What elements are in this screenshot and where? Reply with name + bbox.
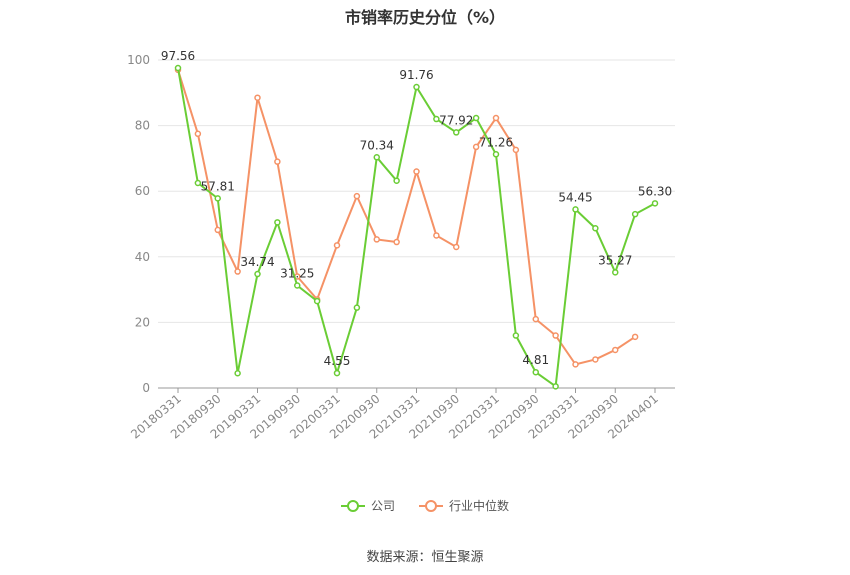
series-line-industry-median bbox=[177, 69, 636, 366]
chart-title: 市销率历史分位（%） bbox=[344, 8, 506, 27]
data-point bbox=[552, 383, 559, 390]
data-point bbox=[313, 297, 321, 305]
data-label: 70.34 bbox=[360, 138, 394, 152]
data-point bbox=[492, 151, 500, 158]
data-label: 4.55 bbox=[324, 354, 351, 368]
data-point bbox=[433, 115, 440, 123]
data-point bbox=[612, 346, 619, 354]
data-point bbox=[214, 195, 221, 202]
data-point bbox=[572, 361, 579, 368]
data-label: 54.45 bbox=[558, 190, 592, 204]
legend-swatch-industry-median bbox=[419, 499, 443, 512]
data-point bbox=[612, 269, 619, 276]
data-point bbox=[472, 114, 480, 122]
data-label: 91.76 bbox=[399, 68, 433, 82]
legend-label-company: 公司 bbox=[370, 499, 395, 513]
data-point bbox=[631, 333, 639, 341]
data-point bbox=[413, 168, 420, 175]
y-tick-label: 20 bbox=[135, 315, 150, 329]
data-point bbox=[453, 129, 460, 136]
data-label: 34.74 bbox=[240, 255, 274, 269]
data-point bbox=[552, 332, 559, 339]
data-point bbox=[353, 304, 361, 311]
y-tick-label: 0 bbox=[142, 381, 150, 395]
data-point bbox=[333, 369, 341, 377]
data-point bbox=[294, 282, 301, 289]
data-point bbox=[413, 83, 420, 91]
data-source-note: 数据来源：恒生聚源 bbox=[366, 550, 484, 565]
data-point bbox=[194, 130, 202, 138]
legend-label-industry-median: 行业中位数 bbox=[449, 499, 510, 513]
legend: 公司 行业中位数 bbox=[0, 497, 850, 514]
data-label: 57.81 bbox=[201, 179, 235, 193]
data-label: 35.27 bbox=[598, 253, 632, 267]
data-point bbox=[631, 210, 639, 218]
legend-item-company[interactable]: 公司 bbox=[340, 497, 395, 514]
data-point bbox=[274, 219, 281, 226]
data-point bbox=[373, 154, 380, 161]
data-point bbox=[234, 268, 241, 275]
data-point bbox=[373, 236, 380, 243]
data-point bbox=[333, 242, 341, 249]
data-point bbox=[274, 158, 281, 165]
data-point bbox=[592, 356, 599, 363]
data-label: 4.81 bbox=[522, 353, 549, 367]
legend-swatch-company bbox=[340, 499, 365, 512]
data-point bbox=[512, 332, 520, 339]
data-point bbox=[254, 270, 261, 278]
data-point bbox=[492, 114, 500, 122]
data-point bbox=[194, 179, 202, 187]
data-label: 77.92 bbox=[439, 113, 473, 127]
data-point bbox=[651, 200, 659, 207]
data-point bbox=[453, 243, 460, 251]
data-point bbox=[433, 232, 440, 239]
y-tick-label: 100 bbox=[127, 53, 150, 67]
data-point bbox=[214, 226, 221, 234]
data-point bbox=[512, 146, 520, 154]
y-tick-label: 40 bbox=[135, 250, 150, 264]
data-point bbox=[572, 206, 579, 213]
data-point bbox=[472, 143, 480, 151]
data-point bbox=[254, 94, 261, 101]
data-label: 56.30 bbox=[638, 184, 672, 198]
y-tick-label: 80 bbox=[135, 119, 150, 133]
data-point bbox=[393, 177, 400, 184]
y-tick-label: 60 bbox=[135, 184, 150, 198]
data-label: 71.26 bbox=[479, 135, 513, 149]
data-point bbox=[592, 225, 599, 232]
series-line-company bbox=[177, 67, 656, 389]
data-point bbox=[174, 64, 182, 72]
data-point bbox=[353, 192, 361, 200]
data-point bbox=[234, 369, 241, 377]
data-label: 31.25 bbox=[280, 267, 314, 281]
data-point bbox=[532, 368, 539, 376]
data-label: 97.56 bbox=[161, 49, 195, 63]
data-point bbox=[532, 315, 539, 323]
data-point bbox=[393, 238, 400, 246]
legend-item-industry-median[interactable]: 行业中位数 bbox=[419, 497, 509, 514]
